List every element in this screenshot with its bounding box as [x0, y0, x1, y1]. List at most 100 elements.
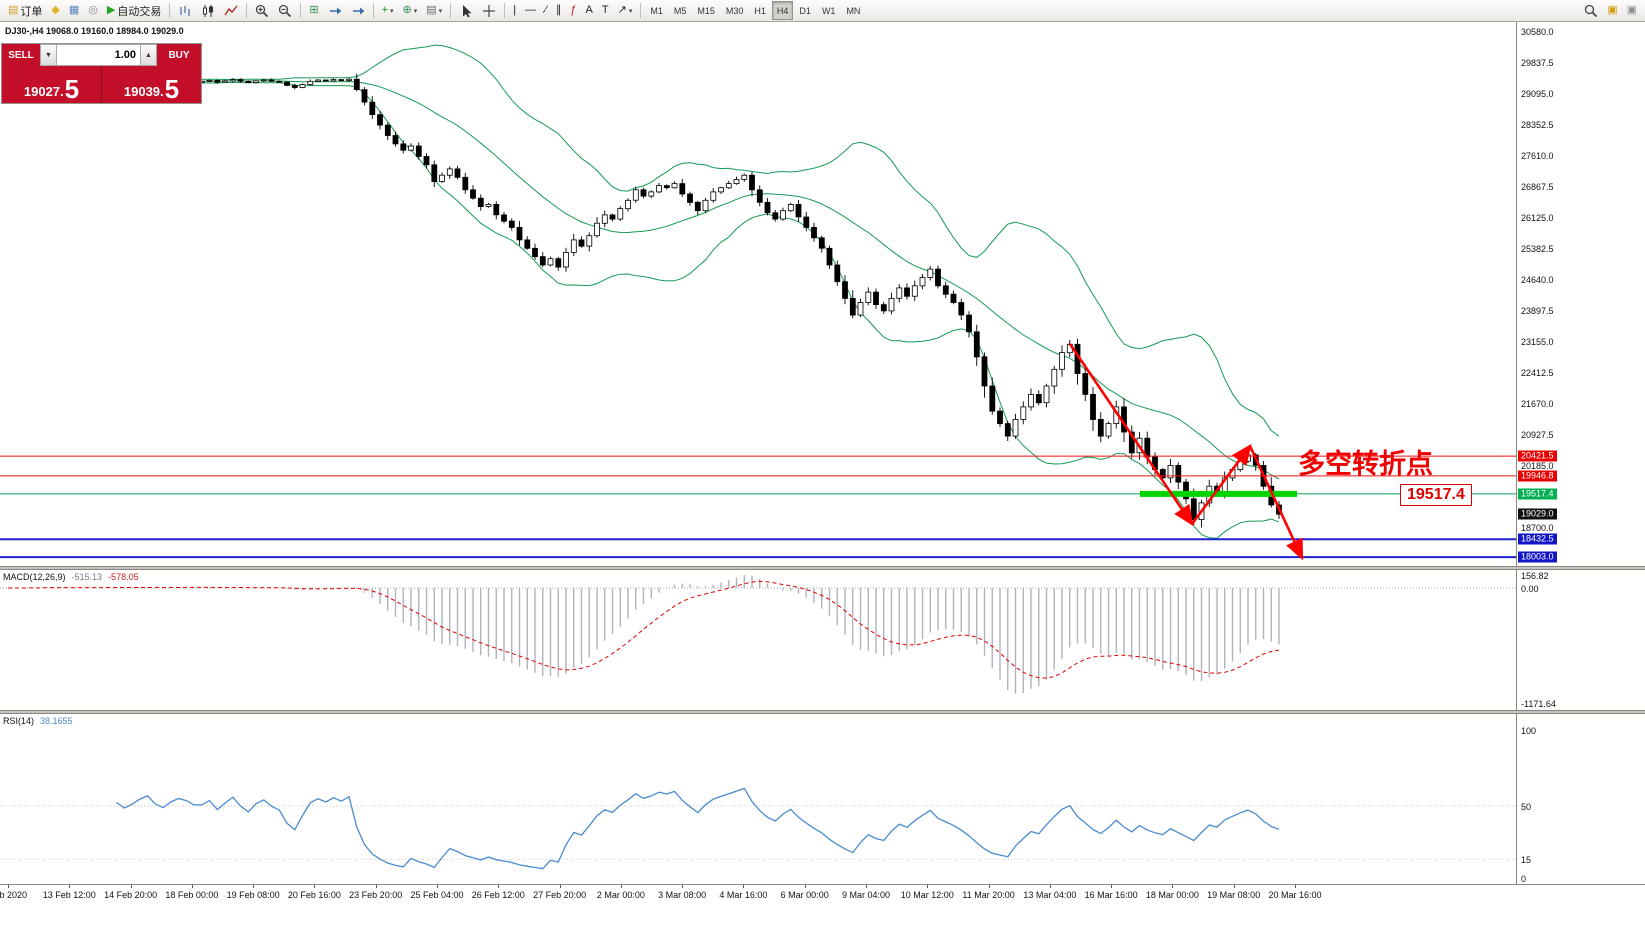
turning-point-annotation[interactable]: 多空转折点 — [1298, 449, 1433, 479]
time-axis[interactable]: Feb 2020 13 Feb 12:00 14 Feb 20:00 18 Feb 0… — [0, 884, 1645, 907]
candlestick-mode-button[interactable] — [197, 1, 219, 21]
navigator-icon[interactable]: ▦ — [65, 1, 83, 21]
fibonacci-tool-button[interactable]: ƒ — [566, 1, 580, 21]
auto-scroll-button[interactable] — [324, 1, 346, 21]
autotrade-button-label: 自动交易 — [117, 5, 162, 18]
text-tool-button[interactable]: A — [582, 1, 597, 21]
y-axis-label: 18700.0 — [1521, 523, 1554, 533]
candle-body — [656, 185, 662, 193]
dropdown-arrow-icon: ▾ — [628, 7, 633, 15]
zoom-out-button[interactable] — [274, 1, 296, 21]
sell-button[interactable]: SELL — [2, 44, 40, 66]
trend-arrow[interactable] — [1068, 343, 1194, 527]
zoom-in-button[interactable] — [251, 1, 273, 21]
candle-body — [415, 145, 422, 157]
candle-body — [586, 235, 593, 247]
mql5-community-icon[interactable]: ▣ — [1603, 1, 1621, 21]
panel-divider[interactable] — [0, 710, 1645, 714]
label-tool-icon: T — [601, 4, 609, 16]
macd-panel[interactable]: MACD(12,26,9) -515.13 -578.05 156.82 0.00… — [0, 570, 1645, 710]
candle-body — [400, 143, 407, 151]
x-axis-label: 20 Feb 16:00 — [287, 890, 341, 900]
main-chart-panel[interactable]: DJ30-,H4 19068.0 19160.0 18984.0 19029.0… — [0, 22, 1645, 566]
macd-axis-border — [1516, 570, 1517, 710]
rsi-panel[interactable]: RSI(14) 38.1655 100 50 15 0 — [0, 714, 1645, 884]
y-axis-label: 26125.0 — [1521, 213, 1554, 223]
crosshair-tool-button[interactable] — [478, 1, 500, 21]
trend-arrow[interactable] — [1248, 445, 1304, 561]
orders-button[interactable]: ▤ 订单 — [4, 1, 46, 21]
price-tag: 18432.5 — [1518, 533, 1557, 545]
x-axis-label: 11 Mar 20:00 — [962, 890, 1015, 900]
macd-axis-label: 0.00 — [1521, 584, 1539, 594]
candle-body — [501, 214, 507, 222]
timeframe-m1-button[interactable]: M1 — [650, 5, 663, 16]
panel-divider[interactable] — [0, 566, 1645, 570]
orders-button-label: 订单 — [20, 5, 43, 18]
templates-button[interactable]: ▤ ▾ — [422, 1, 446, 21]
trend-arrows[interactable] — [1068, 343, 1304, 561]
candle-body — [462, 176, 469, 191]
indicators-button[interactable]: ⊕ ▾ — [399, 1, 422, 21]
arrows-tool-button[interactable]: ↗ ▾ — [614, 1, 637, 21]
support-highlight-segment[interactable] — [1140, 490, 1297, 497]
label-tool-button[interactable]: T — [598, 1, 613, 21]
tile-windows-button[interactable]: ⊞ — [305, 1, 322, 21]
candle-body — [625, 199, 631, 210]
channel-tool-button[interactable]: ∥ — [552, 1, 566, 21]
line-chart-mode-button[interactable] — [220, 1, 242, 21]
chart-ohlc-label: DJ30-,H4 19068.0 19160.0 18984.0 19029.0 — [5, 26, 184, 36]
level-price-label[interactable]: 19517.4 — [1400, 484, 1472, 506]
buy-price-box[interactable]: 19039. 5 — [102, 66, 201, 103]
candle-body — [710, 191, 717, 201]
rsi-axis-border — [1516, 714, 1517, 884]
volume-increase-button[interactable]: ▲ — [140, 44, 157, 66]
buy-button[interactable]: BUY — [157, 44, 201, 66]
volume-input[interactable] — [57, 44, 140, 66]
notifications-icon[interactable]: ▣ — [1623, 1, 1641, 21]
macd-main-value: -515.13 — [71, 572, 103, 582]
candle-body — [1035, 393, 1042, 404]
candle-body — [206, 80, 213, 82]
crosshair-tool-icon — [483, 4, 496, 17]
sell-price-box[interactable]: 19027. 5 — [2, 66, 102, 103]
timeframe-h4-button[interactable]: H4 — [771, 1, 794, 20]
help-icon[interactable]: ◎ — [84, 1, 102, 21]
time-axis-tick — [620, 885, 622, 888]
timeframe-m15-button[interactable]: M15 — [697, 5, 715, 16]
time-axis-tick — [498, 885, 500, 888]
cursor-tool-button[interactable] — [455, 1, 477, 21]
timeframe-mn-button[interactable]: MN — [846, 5, 861, 16]
search-button[interactable] — [1580, 1, 1602, 21]
chart-shift-button[interactable] — [347, 1, 369, 21]
macd-signal-value: -578.05 — [108, 572, 139, 582]
trendline-tool-button[interactable]: ∕ — [541, 1, 551, 21]
candle-body — [1175, 464, 1182, 483]
new-order-button[interactable]: + ▾ — [378, 1, 398, 21]
timeframe-h1-button[interactable]: H1 — [754, 5, 766, 16]
candle-body — [555, 258, 562, 268]
bar-chart-mode-button[interactable] — [174, 1, 196, 21]
trend-arrow[interactable] — [1190, 443, 1252, 525]
vertical-line-tool-button[interactable]: | — [509, 1, 520, 21]
timeframe-w1-button[interactable]: W1 — [821, 5, 836, 16]
candle-body — [973, 331, 980, 358]
candle-body — [439, 174, 445, 182]
candle-body — [222, 80, 228, 83]
horizontal-line-tool-button[interactable]: — — [521, 1, 540, 21]
time-axis-tick — [743, 885, 745, 888]
x-axis-label: 4 Mar 16:00 — [719, 890, 768, 900]
candle-body — [516, 226, 523, 241]
candle-body — [229, 79, 236, 82]
toolbar-separator — [246, 3, 248, 18]
x-axis-label: 26 Feb 12:00 — [471, 890, 525, 900]
candle-body — [687, 193, 693, 203]
autotrade-button[interactable]: ▶ 自动交易 — [103, 1, 165, 21]
timeframe-m30-button[interactable]: M30 — [725, 5, 744, 16]
bollinger-bands — [38, 44, 1280, 539]
timeframe-d1-button[interactable]: D1 — [799, 5, 811, 16]
volume-decrease-button[interactable]: ▼ — [40, 44, 57, 66]
market-watch-icon[interactable]: ◆ — [47, 1, 63, 21]
timeframe-m5-button[interactable]: M5 — [673, 5, 687, 16]
